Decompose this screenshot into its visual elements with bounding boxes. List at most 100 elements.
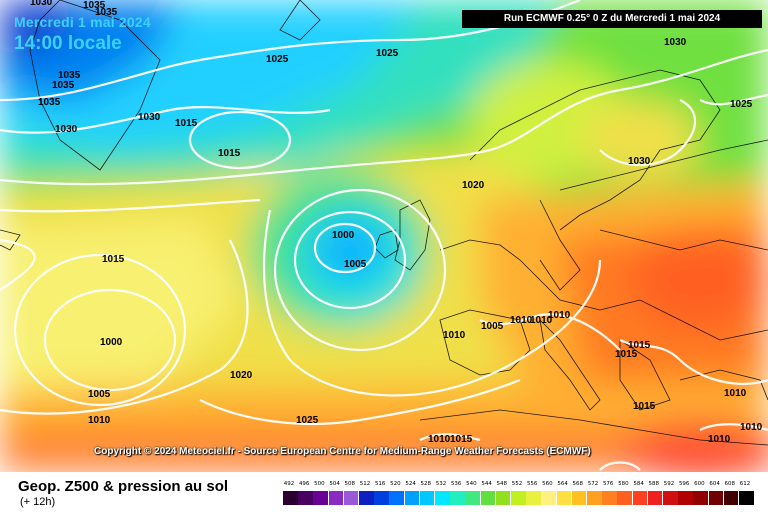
scale-swatch [465, 491, 481, 505]
copyright-notice: Copyright © 2024 Meteociel.fr - Source E… [94, 446, 591, 457]
scale-swatch [571, 491, 587, 505]
scale-label: 560 [542, 481, 553, 487]
scale-swatch [343, 491, 359, 505]
isobar-label: 1015 [450, 434, 473, 445]
isobar-label: 1000 [100, 337, 123, 348]
scale-label: 512 [359, 481, 371, 487]
scale-swatch [480, 491, 496, 505]
isobar-label: 1005 [344, 259, 367, 270]
scale-swatch [359, 491, 374, 505]
isobar-label: 1025 [730, 99, 753, 110]
isobar-label: 1010 [530, 315, 553, 326]
scale-swatch [404, 491, 420, 505]
isobar-label: 1010 [548, 310, 571, 321]
legend-bar: Geop. Z500 & pression au sol (+ 12h) 492… [0, 472, 768, 512]
scale-swatch [389, 491, 405, 505]
scale-label: 532 [435, 481, 447, 487]
scale-label: 496 [298, 481, 310, 487]
isobar-label: 1035 [83, 0, 106, 11]
scale-label: 564 [557, 481, 568, 487]
isobar-label: 1020 [230, 370, 253, 381]
scale-swatch [739, 491, 754, 505]
scale-swatch [511, 491, 526, 505]
geopotential-map: 1035 1035 1035 1035 1035 1030 1030 1025 … [0, 0, 768, 472]
scale-swatch [495, 491, 511, 505]
scale-label: 540 [466, 481, 477, 487]
scale-swatch [541, 491, 557, 505]
isobar-label: 1030 [628, 156, 651, 167]
scale-swatch [663, 491, 678, 505]
isobar-label: 1015 [633, 401, 656, 412]
scale-label: 572 [587, 481, 599, 487]
scale-swatch [647, 491, 663, 505]
color-scale: 492 496 500 504 508 512 516 520 524 528 532 536 540 5… [283, 481, 755, 509]
legend-title: Geop. Z500 & pression au sol [18, 478, 229, 495]
scale-swatch [374, 491, 389, 505]
scale-swatch [328, 491, 344, 505]
scale-label: 608 [724, 481, 736, 487]
isobar-label: 1035 [58, 70, 81, 81]
isobar-label: 1010 [88, 415, 111, 426]
isobar-label: 1010 [708, 434, 731, 445]
isobar-label: 1015 [218, 148, 241, 159]
isobar-label: 1025 [266, 54, 289, 65]
scale-label: 524 [405, 481, 416, 487]
scale-label: 600 [694, 481, 705, 487]
scale-label: 584 [633, 481, 644, 487]
scale-label: 492 [283, 481, 295, 487]
isobar-label: 1015 [175, 118, 198, 129]
legend-subtitle: (+ 12h) [20, 496, 56, 508]
isobar-label: 1035 [52, 80, 75, 91]
isobar-label: 1010 [510, 315, 533, 326]
scale-label: 504 [329, 481, 340, 487]
scale-swatch [723, 491, 739, 505]
isobar-label: 1025 [376, 48, 399, 59]
isobar-label: 1010 [443, 330, 466, 341]
scale-swatch [298, 491, 313, 505]
scale-label: 592 [663, 481, 675, 487]
scale-swatch [587, 491, 602, 505]
scale-label: 556 [526, 481, 538, 487]
isobar-label: 1015 [102, 254, 125, 265]
scale-label: 516 [374, 481, 386, 487]
scale-label: 536 [450, 481, 462, 487]
isobar-label: 1030 [55, 124, 78, 135]
scale-label: 544 [481, 481, 492, 487]
isobar-label: 1010 [428, 434, 451, 445]
isobar-label: 1030 [664, 37, 687, 48]
isobar-label: 1035 [38, 97, 61, 108]
scale-swatch [708, 491, 724, 505]
scale-swatch [283, 491, 298, 505]
scale-label: 596 [678, 481, 690, 487]
scale-label: 568 [572, 481, 584, 487]
scale-label: 588 [648, 481, 660, 487]
scale-label: 528 [420, 481, 432, 487]
scale-label: 580 [618, 481, 629, 487]
scale-swatch [678, 491, 693, 505]
scale-label: 552 [511, 481, 523, 487]
isobar-label: 1010 [724, 388, 747, 399]
run-title: Run ECMWF 0.25° 0 Z du Mercredi 1 mai 20… [462, 10, 762, 28]
forecast-time: 14:00 locale [14, 33, 122, 54]
isobar-label: 1035 [95, 7, 118, 18]
scale-swatch [435, 491, 450, 505]
scale-swatch [450, 491, 465, 505]
scale-swatch [526, 491, 541, 505]
isobar-label: 1030 [138, 112, 161, 123]
scale-label: 508 [344, 481, 356, 487]
isobar-label: 1015 [628, 340, 651, 351]
scale-swatch [632, 491, 648, 505]
scale-swatch [693, 491, 709, 505]
isobar-label: 1005 [481, 321, 504, 332]
scale-label: 604 [709, 481, 720, 487]
isobar-label: 1030 [30, 0, 53, 8]
scale-label: 612 [739, 481, 751, 487]
isobar-label: 1005 [88, 389, 111, 400]
scale-swatch [556, 491, 572, 505]
isobar-label: 1025 [296, 415, 319, 426]
scale-label: 500 [314, 481, 325, 487]
scale-swatch [617, 491, 633, 505]
isobar-label: 1000 [332, 230, 355, 241]
isobar-label: 1010 [740, 422, 763, 433]
